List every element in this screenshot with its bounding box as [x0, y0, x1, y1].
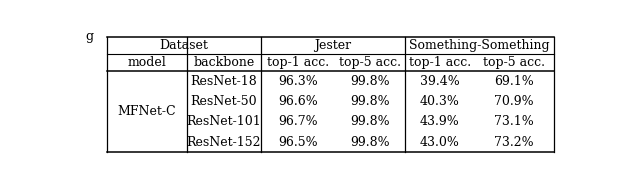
- Text: 99.8%: 99.8%: [350, 136, 390, 149]
- Text: Something-Something: Something-Something: [409, 39, 550, 52]
- Text: top-5 acc.: top-5 acc.: [483, 56, 545, 69]
- Text: 96.7%: 96.7%: [278, 115, 318, 128]
- Text: 99.8%: 99.8%: [350, 95, 390, 108]
- Text: model: model: [127, 56, 166, 69]
- Text: 73.1%: 73.1%: [494, 115, 534, 128]
- Text: ResNet-101: ResNet-101: [186, 115, 261, 128]
- Text: 39.4%: 39.4%: [420, 74, 460, 88]
- Text: 96.5%: 96.5%: [278, 136, 318, 149]
- Text: Dataset: Dataset: [160, 39, 209, 52]
- Text: backbone: backbone: [193, 56, 255, 69]
- Text: 40.3%: 40.3%: [420, 95, 460, 108]
- Text: 73.2%: 73.2%: [494, 136, 534, 149]
- Text: ResNet-18: ResNet-18: [191, 74, 257, 88]
- Text: 96.3%: 96.3%: [278, 74, 318, 88]
- Text: 43.0%: 43.0%: [420, 136, 460, 149]
- Text: top-1 acc.: top-1 acc.: [408, 56, 470, 69]
- Text: MFNet-C: MFNet-C: [118, 105, 176, 118]
- Text: Jester: Jester: [314, 39, 351, 52]
- Text: g: g: [85, 30, 93, 43]
- Text: 69.1%: 69.1%: [494, 74, 534, 88]
- Text: top-5 acc.: top-5 acc.: [339, 56, 401, 69]
- Text: 43.9%: 43.9%: [420, 115, 460, 128]
- Text: ResNet-50: ResNet-50: [191, 95, 257, 108]
- Text: 96.6%: 96.6%: [278, 95, 318, 108]
- Text: 70.9%: 70.9%: [494, 95, 534, 108]
- Text: 99.8%: 99.8%: [350, 115, 390, 128]
- Text: top-1 acc.: top-1 acc.: [267, 56, 330, 69]
- Text: ResNet-152: ResNet-152: [187, 136, 261, 149]
- Text: 99.8%: 99.8%: [350, 74, 390, 88]
